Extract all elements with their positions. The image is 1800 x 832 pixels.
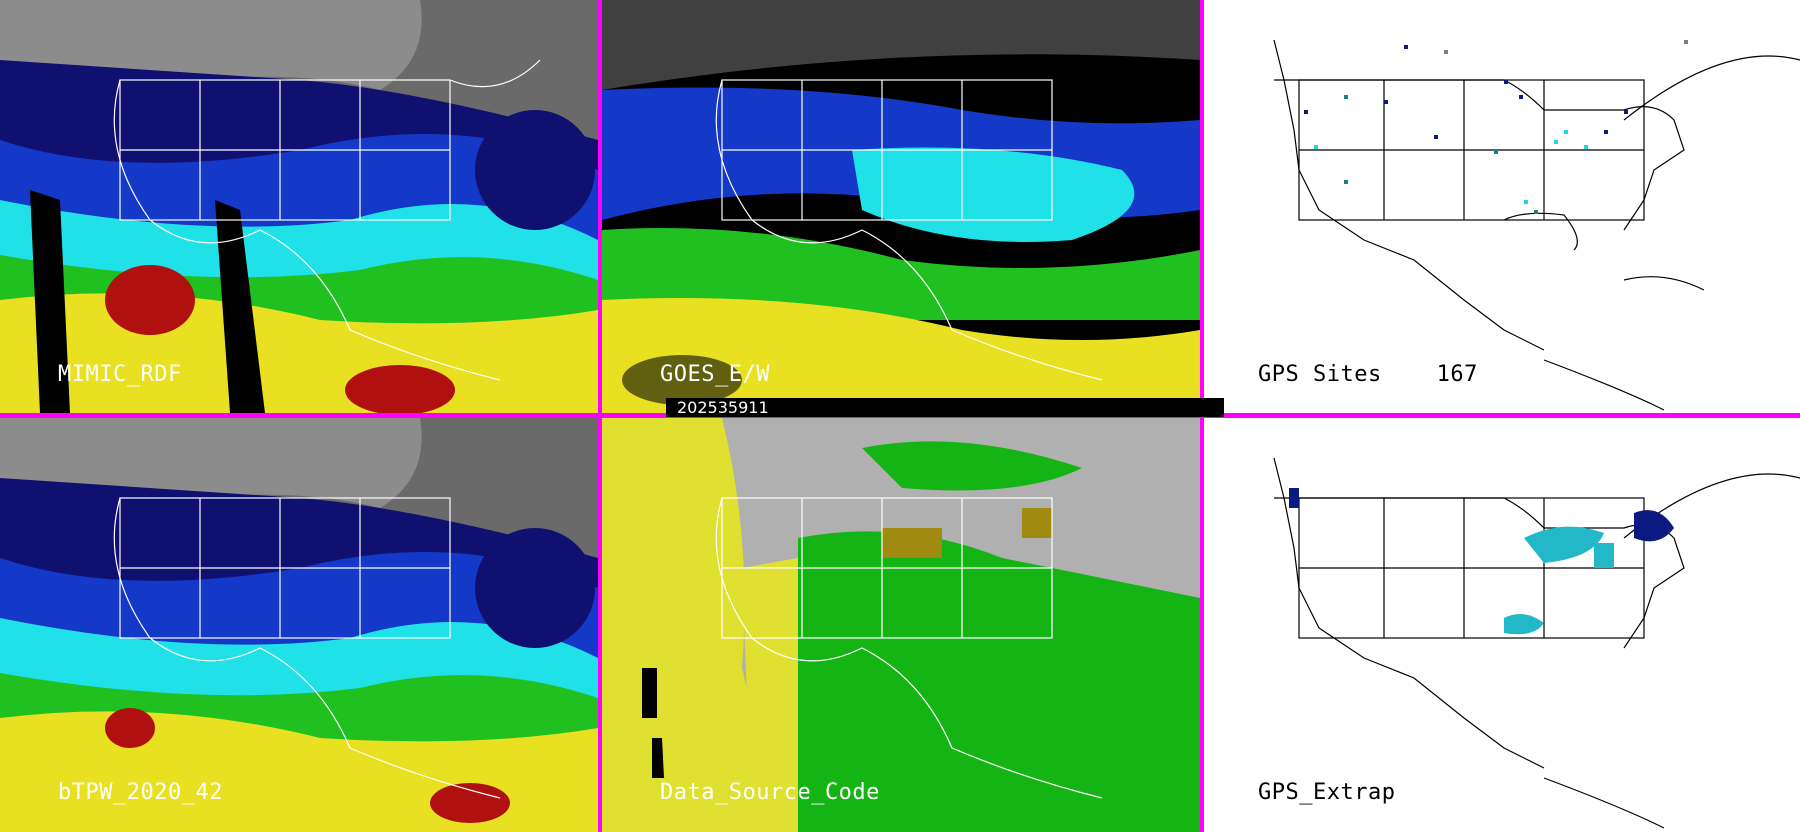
panel-label: bTPW_2020_42 xyxy=(58,780,223,805)
panel-label: GOES_E/W xyxy=(660,362,770,387)
panel-btpw: bTPW_2020_42 xyxy=(0,418,598,832)
panel-label: GPS Sites 167 xyxy=(1258,362,1478,387)
gps-site-markers xyxy=(1304,40,1688,214)
panel-label: MIMIC_RDF xyxy=(58,362,182,387)
panel-goes: GOES_E/W xyxy=(602,0,1200,413)
gps-extrap-map xyxy=(1204,418,1800,832)
gps-sites-map xyxy=(1204,0,1800,413)
vertical-divider-right-bottom xyxy=(1200,418,1204,832)
precipitable-water-map xyxy=(0,0,598,413)
vertical-divider-right xyxy=(1200,0,1204,418)
panel-label: Data_Source_Code xyxy=(660,780,880,805)
data-source-map xyxy=(602,418,1200,832)
panel-label: GPS_Extrap xyxy=(1258,780,1396,805)
timestamp-bar: 202535911 xyxy=(666,398,1224,417)
panel-gps-extrap: GPS_Extrap xyxy=(1204,418,1800,832)
panel-gps-sites: GPS Sites 167 xyxy=(1204,0,1800,413)
precipitable-water-map xyxy=(602,0,1200,413)
timestamp: 202535911 xyxy=(677,398,769,417)
panel-mimic-rdf: MIMIC_RDF xyxy=(0,0,598,413)
panel-data-source: Data_Source_Code xyxy=(602,418,1200,832)
precipitable-water-map xyxy=(0,418,598,832)
